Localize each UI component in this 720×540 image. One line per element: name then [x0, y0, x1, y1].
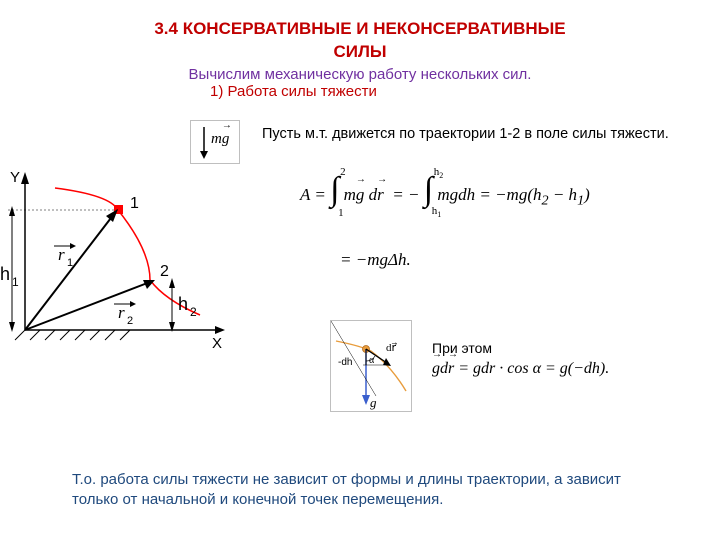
svg-text:-dh: -dh	[338, 357, 352, 368]
svg-text:1: 1	[12, 275, 19, 289]
svg-text:α: α	[369, 355, 375, 366]
title-line2: СИЛЫ	[333, 42, 386, 61]
h1-label: h	[0, 264, 10, 284]
subtitle: Вычислим механическую работу нескольких …	[0, 66, 720, 83]
trajectory-text: Пусть м.т. движется по траектории 1-2 в …	[262, 125, 702, 144]
work-formula-line2: = −mgΔh.	[340, 250, 411, 270]
r1-label: r	[58, 245, 65, 264]
x-axis-label: X	[212, 335, 222, 352]
svg-text:2: 2	[190, 305, 197, 319]
point-1-label: 1	[130, 195, 139, 212]
svg-text:g: g	[370, 395, 377, 410]
conclusion-text: Т.о. работа силы тяжести не зависит от ф…	[72, 470, 662, 511]
title-line1: 3.4 КОНСЕРВАТИВНЫЕ И НЕКОНСЕРВАТИВНЫЕ	[154, 19, 565, 38]
r2-sub: 2	[127, 315, 133, 327]
h2-label: h	[178, 294, 188, 314]
y-axis-label: Y	[10, 170, 20, 186]
point-2-label: 2	[160, 263, 169, 280]
r2-label: r	[118, 303, 125, 322]
section-title: 3.4 КОНСЕРВАТИВНЫЕ И НЕКОНСЕРВАТИВНЫЕ СИ…	[0, 0, 720, 64]
svg-text:dr⃗: dr⃗	[386, 342, 397, 354]
mg-label: mg	[211, 131, 229, 148]
work-formula: A = 2∫1 mg dr = − h2∫h1 mgdh = −mg(h2 − …	[300, 180, 590, 209]
r1-sub: 1	[67, 257, 73, 269]
mg-vector-box: mg	[190, 120, 240, 164]
gdr-formula: gdr = gdr · cos α = g(−dh).	[432, 360, 609, 378]
main-diagram: Y X 1 2 r 1 r 2 h 1 h 2	[0, 170, 230, 360]
small-diagram-box: g dr⃗ -dh α	[330, 320, 412, 412]
item-1: 1) Работа силы тяжести	[210, 83, 720, 100]
